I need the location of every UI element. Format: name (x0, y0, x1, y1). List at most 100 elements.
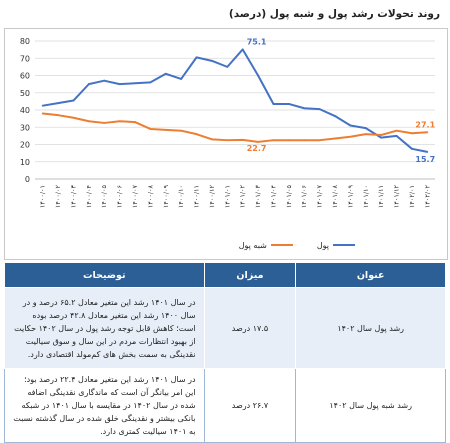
money-point (241, 48, 244, 51)
quasi-money-point (303, 139, 306, 142)
x-tick-label: ۱۴۰۰/۰۲ (54, 184, 62, 208)
money-point (57, 102, 59, 104)
x-tick-label: ۱۴۰۰/۰۹ (162, 184, 170, 208)
money-point (426, 151, 429, 153)
quasi-money-point (380, 134, 383, 136)
money-point (211, 59, 213, 62)
row-title: رشد پول سال ۱۴۰۲ (295, 287, 446, 369)
quasi-money-point (364, 133, 367, 136)
money-point (272, 103, 275, 105)
money-point (134, 82, 136, 85)
x-tick-label: ۱۴۰۱/۱۰ (362, 185, 370, 208)
x-tick-label: ۱۴۰۰/۰۴ (85, 184, 93, 208)
quasi-money-point (164, 128, 167, 131)
chart-legend: پول شبه پول (155, 238, 355, 252)
quasi-money-point (257, 141, 259, 143)
quasi-money-point (72, 116, 75, 119)
x-tick-label: ۱۴۰۱/۱۲ (393, 184, 401, 208)
x-tick-label: ۱۴۰۰/۱۱ (193, 185, 201, 208)
header-title: عنوان (295, 262, 446, 288)
money-point (411, 147, 413, 150)
x-tick-label: ۱۴۰۲/۰۲ (423, 184, 431, 208)
quasi-money-point (226, 139, 229, 142)
legend-swatch-quasi-money (270, 244, 293, 246)
quasi-money-point (149, 128, 152, 130)
quasi-money-point (118, 120, 121, 123)
row-desc: در سال ۱۴۰۱ رشد این متغیر معادل ۶۵.۲ درص… (4, 287, 205, 369)
x-tick-label: ۱۴۰۰/۰۵ (100, 184, 108, 208)
legend-item-quasi-money: شبه پول (239, 238, 293, 252)
money-point (103, 79, 106, 82)
quasi-money-point (287, 139, 290, 142)
y-tick-label: 40 (20, 106, 30, 115)
table-row: رشد شبه پول سال ۱۴۰۲ ۲۶.۷ درصد در سال ۱۴… (4, 368, 446, 443)
quasi-money-point (41, 112, 44, 115)
x-tick-label: ۱۴۰۱/۰۴ (269, 184, 277, 208)
x-tick-label: ۱۴۰۰/۱۰ (177, 185, 185, 208)
quasi-money-point (57, 114, 59, 117)
x-tick-label: ۱۴۰۰/۰۳ (69, 184, 77, 208)
quasi-money-point (180, 129, 183, 132)
quasi-money-point (411, 132, 413, 135)
info-table: عنوان میزان توضیحات رشد پول سال ۱۴۰۲ ۱۷.… (4, 262, 446, 443)
money-point (395, 134, 398, 137)
quasi-money-point (87, 120, 90, 123)
table-row: رشد پول سال ۱۴۰۲ ۱۷.۵ درصد در سال ۱۴۰۱ ر… (4, 287, 446, 369)
x-tick-label: ۱۴۰۱/۰۷ (316, 184, 324, 208)
money-point (87, 83, 90, 86)
y-tick-label: 50 (20, 89, 30, 98)
x-tick-label: ۱۴۰۱/۰۳ (254, 184, 262, 208)
quasi-money-point (349, 135, 352, 138)
y-tick-label: 0 (25, 175, 30, 184)
money-point (380, 136, 383, 139)
y-tick-label: 80 (20, 37, 30, 46)
y-tick-label: 10 (20, 158, 30, 167)
money-point (72, 99, 75, 102)
header-value: میزان (203, 262, 297, 288)
money-point (303, 107, 306, 110)
money-point (226, 65, 229, 68)
chart-area: 0 10 20 30 40 50 60 70 80 ۱۴۰۰/۰۱ ۱۴۰۰/۰۲ ۱۴۰۰/۰۳ ۱۴… (4, 28, 448, 260)
money-series-line (42, 48, 428, 153)
x-tick-label: ۱۴۰۱/۰۶ (300, 185, 308, 208)
quasi-money-point (334, 137, 336, 140)
x-tick-label: ۱۴۰۱/۰۵ (285, 184, 293, 208)
legend-item-money: پول (317, 238, 355, 252)
x-tick-label: ۱۴۰۱/۰۲ (239, 184, 247, 208)
legend-label-quasi-money: شبه پول (238, 240, 267, 250)
quasi-money-point (195, 133, 198, 136)
money-point (118, 83, 121, 86)
x-tick-label: ۱۴۰۰/۰۶ (116, 185, 124, 208)
quasi-money-point (134, 121, 136, 123)
header-desc: توضیحات (4, 262, 205, 288)
x-tick-label: ۱۴۰۰/۱۲ (208, 184, 216, 208)
y-tick-label: 20 (20, 141, 30, 150)
y-tick-label: 30 (20, 123, 30, 132)
money-point (149, 81, 152, 84)
data-label: 15.7 (415, 155, 435, 164)
money-point (180, 78, 183, 80)
money-point (318, 108, 321, 111)
y-tick-label: 60 (20, 72, 30, 81)
line-chart: 0 10 20 30 40 50 60 70 80 ۱۴۰۰/۰۱ ۱۴۰۰/۰۲ ۱۴۰۰/۰۳ ۱۴… (20, 37, 436, 208)
row-desc: در سال ۱۴۰۱ رشد این متغیر معادل ۲۲.۴ درص… (4, 368, 205, 443)
data-label: 75.1 (247, 37, 267, 46)
table-header-row: عنوان میزان توضیحات (4, 262, 446, 288)
quasi-money-point (272, 139, 275, 142)
x-tick-label: ۱۴۰۱/۰۸ (331, 184, 339, 208)
x-tick-label: ۱۴۰۱/۰۹ (346, 184, 354, 208)
quasi-money-point (103, 122, 106, 124)
money-point (349, 124, 352, 127)
quasi-money-point (211, 138, 213, 141)
x-tick-label: ۱۴۰۱/۰۱ (223, 185, 231, 208)
x-tick-label: ۱۴۰۲/۰۱ (408, 185, 416, 208)
quasi-money-point (395, 129, 398, 132)
money-point (334, 115, 336, 117)
money-point (41, 104, 44, 107)
data-label: 27.1 (415, 120, 435, 129)
chart-title: روند تحولات رشد پول و شبه پول (درصد) (228, 8, 440, 20)
money-point (287, 103, 290, 105)
x-tick-label: ۱۴۰۰/۰۷ (131, 184, 139, 208)
money-point (257, 74, 259, 77)
legend-label-money: پول (316, 240, 329, 250)
